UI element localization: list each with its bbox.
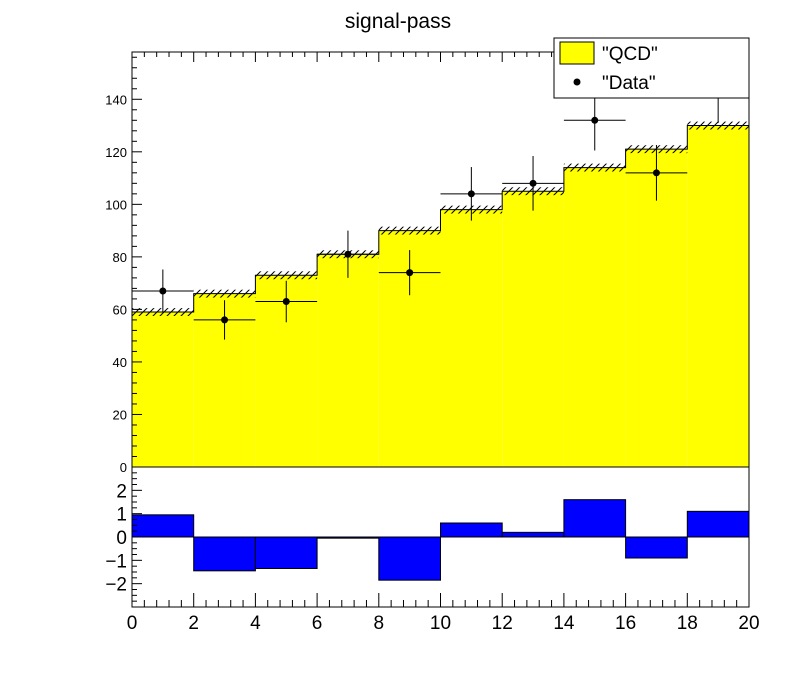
top-panel: 0 20 40 60 80 100 120 140: [105, 51, 750, 475]
y-tick-label: 1: [116, 505, 127, 526]
ratio-bar: [501, 531, 565, 538]
y-tick-label: 40: [113, 355, 127, 370]
data-point: [344, 250, 352, 258]
data-point: [652, 169, 660, 177]
y-tick-label: 140: [105, 92, 127, 107]
y-tick-label: 2: [116, 481, 127, 502]
qcd-bar: [132, 312, 194, 467]
y-tick-label: 80: [113, 250, 127, 265]
y-tick-label: 0: [116, 528, 127, 549]
y-tick-label: 120: [105, 145, 127, 160]
qcd-bar: [563, 167, 626, 467]
data-point: [221, 316, 229, 324]
data-point: [282, 298, 290, 306]
qcd-bar: [687, 125, 749, 467]
data-point: [406, 269, 414, 277]
ratio-bar: [316, 536, 380, 539]
ratio-bar: [563, 499, 627, 538]
data-point: [159, 287, 167, 295]
x-tick-label: 18: [677, 613, 698, 634]
ratio-bar: [686, 510, 750, 538]
data-point: [591, 116, 599, 124]
x-tick-label: 2: [188, 613, 199, 634]
ratio-bar: [254, 536, 318, 569]
y-tick-label: 20: [113, 407, 127, 422]
ratio-bar: [131, 514, 195, 538]
data-point: [467, 190, 475, 198]
x-tick-label: 0: [127, 613, 138, 634]
x-tick-label: 4: [250, 613, 261, 634]
qcd-bar: [502, 191, 564, 467]
legend-swatch-qcd: [559, 41, 595, 65]
x-tick-label: 12: [492, 613, 513, 634]
y-tick-label: 100: [105, 197, 127, 212]
legend-marker-data: [573, 78, 581, 86]
x-tick-label: 14: [553, 613, 575, 634]
x-tick-label: 6: [312, 613, 323, 634]
y-tick-label: 60: [113, 302, 127, 317]
x-tick-label: 16: [615, 613, 636, 634]
data-point: [529, 179, 537, 187]
x-tick-label: 20: [738, 613, 759, 634]
ratio-bar: [378, 536, 441, 581]
ratio-bar: [193, 536, 256, 572]
chart-title: signal-pass: [345, 10, 451, 33]
ratio-bar: [625, 536, 688, 559]
legend: "QCD" "Data": [553, 37, 750, 99]
y-tick-label: −1: [105, 551, 127, 572]
ratio-bar: [440, 522, 503, 538]
qcd-bar: [440, 209, 503, 467]
qcd-bar: [317, 254, 379, 467]
x-tick-label: 10: [430, 613, 451, 634]
y-tick-label: 0: [120, 460, 127, 475]
legend-label-qcd: "QCD": [602, 44, 658, 65]
qcd-bar: [625, 149, 688, 468]
legend-label-data: "Data": [602, 73, 656, 94]
y-tick-label: −2: [105, 575, 127, 596]
x-tick-label: 8: [374, 613, 385, 634]
